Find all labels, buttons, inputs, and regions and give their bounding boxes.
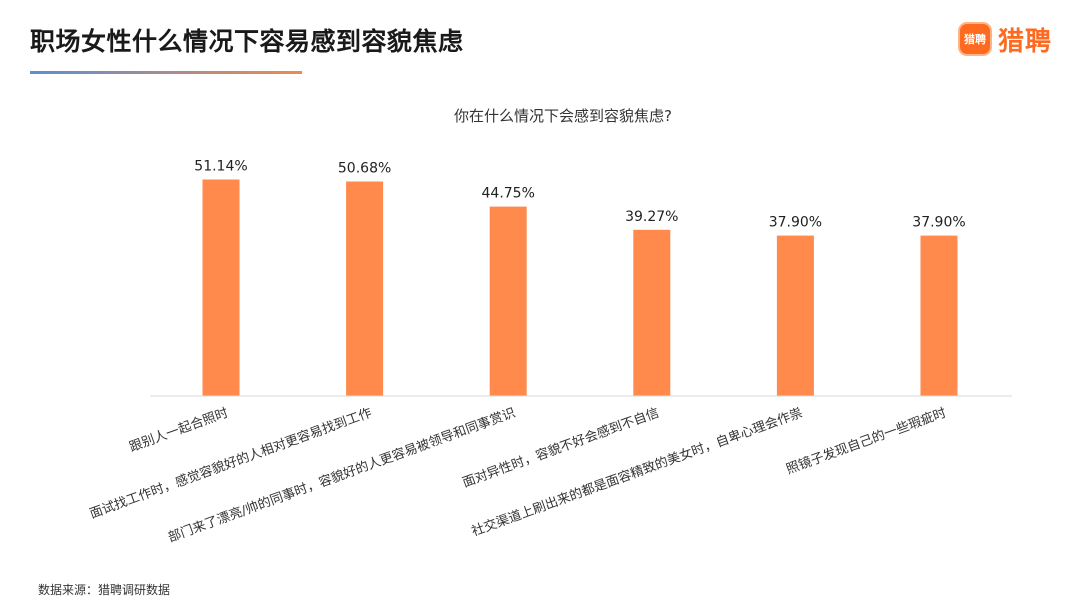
data-source-note: 数据来源：猎聘调研数据 — [38, 583, 171, 597]
category-label-1: 跟别人一起合照时 — [127, 406, 230, 456]
data-label-4: 39.27% — [625, 209, 678, 225]
data-label-6: 37.90% — [912, 215, 965, 231]
chart-title: 你在什么情况下会感到容貌焦虑? — [454, 107, 672, 125]
data-label-1: 51.14% — [194, 159, 247, 175]
category-label-2: 面试找工作时，感觉容貌好的人相对更容易找到工作 — [88, 405, 374, 522]
bar-3 — [489, 206, 527, 396]
bars-group: 51.14% 跟别人一起合照时 50.68% 面试找工作时，感觉容貌好的人相对更容易找… — [88, 159, 966, 546]
bar-5 — [776, 235, 814, 396]
title-underline — [30, 71, 302, 74]
bar-6 — [920, 235, 958, 396]
data-label-2: 50.68% — [338, 161, 391, 177]
brand-logo: 猎聘 猎聘 — [958, 20, 1052, 58]
page-title: 职场女性什么情况下容易感到容貌焦虑 — [30, 27, 464, 56]
bar-4 — [633, 229, 671, 396]
category-label-6: 照镜子发现自己的一些瑕疵时 — [784, 405, 948, 478]
data-label-3: 44.75% — [482, 186, 535, 202]
liepin-logo-icon: 猎聘 — [958, 22, 992, 56]
brand-name: 猎聘 — [998, 26, 1053, 57]
bar-1 — [202, 179, 240, 396]
bar-2 — [346, 181, 384, 396]
data-label-5: 37.90% — [769, 215, 822, 231]
